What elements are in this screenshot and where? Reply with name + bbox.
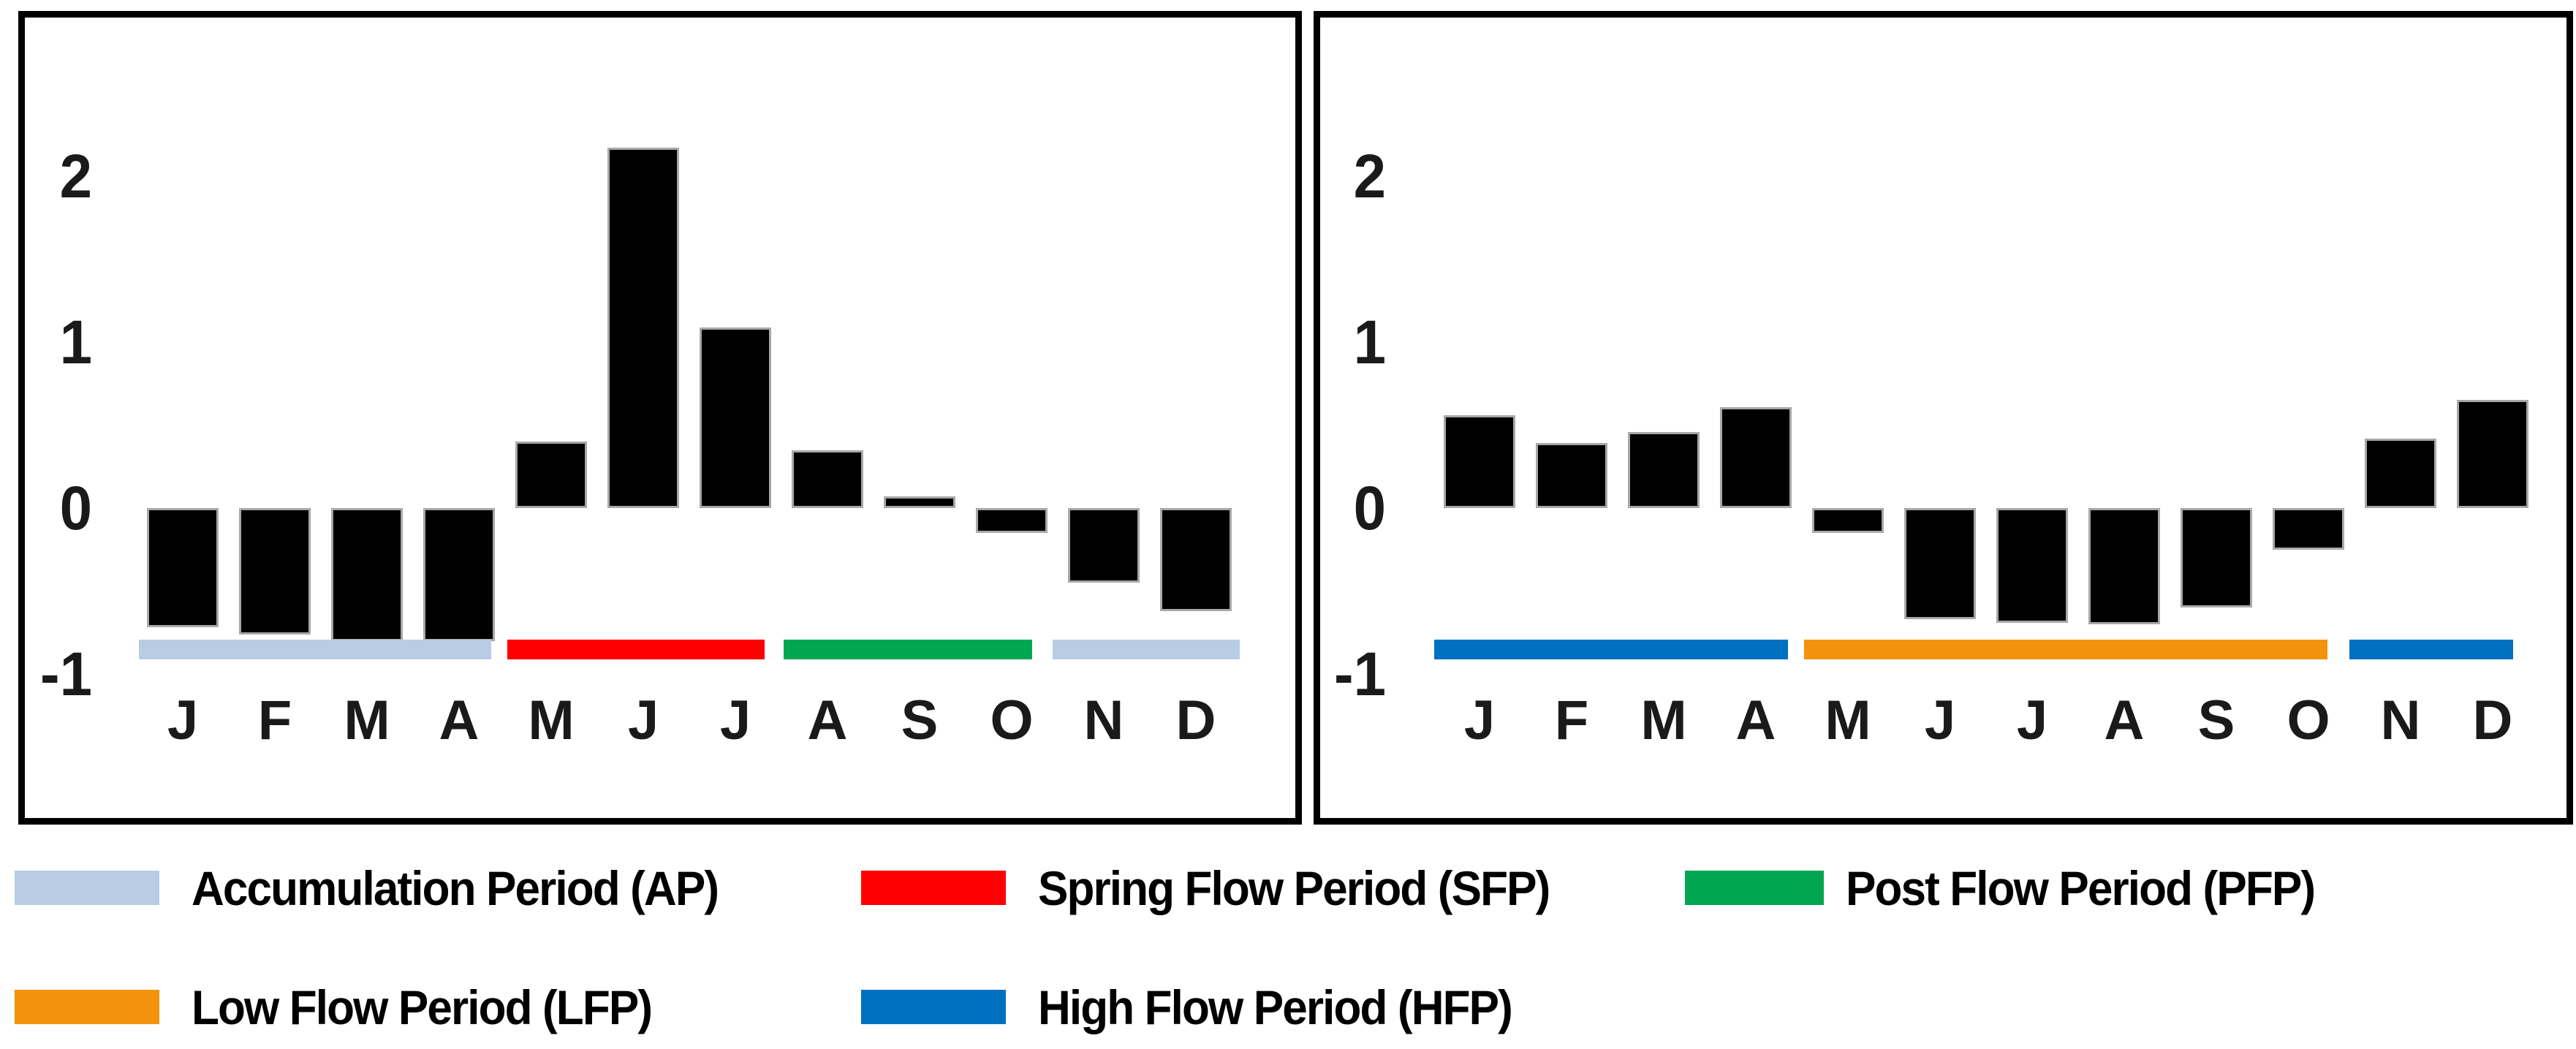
bar-right-J-1: [1444, 415, 1515, 508]
x-tick-label-right-J-7: J: [2016, 689, 2048, 751]
y-tick-label-right-2: 2: [1353, 142, 1386, 211]
y-tick-label-right-0: 0: [1353, 474, 1386, 542]
bar-left-M-5: [515, 442, 587, 508]
bar-right-D-12: [2457, 400, 2528, 508]
x-tick-label-right-N-11: N: [2380, 689, 2421, 751]
legend-label: Spring Flow Period (SFP): [1038, 861, 1550, 915]
spring-flow-period-swatch: [861, 871, 1006, 905]
x-tick-label-right-J-6: J: [1924, 689, 1956, 751]
y-tick-label-left--1: -1: [40, 640, 92, 708]
x-tick-label-right-A-4: A: [1735, 689, 1776, 751]
period-band-left-2: [784, 640, 1032, 659]
x-tick-label-left-M-3: M: [344, 689, 390, 751]
period-band-right-2: [2349, 640, 2513, 659]
accumulation-period-swatch: [15, 871, 159, 905]
bar-right-F-2: [1536, 443, 1607, 508]
legend-label: Low Flow Period (LFP): [192, 980, 653, 1034]
x-tick-label-right-S-9: S: [2197, 689, 2235, 751]
legend-label: Accumulation Period (AP): [192, 861, 719, 915]
x-tick-label-left-A-4: A: [439, 689, 480, 751]
bar-left-D-12: [1160, 508, 1232, 611]
x-tick-label-left-S-9: S: [901, 689, 939, 751]
x-tick-label-left-J-7: J: [719, 689, 751, 751]
bar-left-J-6: [607, 148, 679, 508]
legend-label: High Flow Period (HFP): [1038, 980, 1513, 1034]
period-band-left-0: [139, 640, 491, 659]
bar-left-F-2: [239, 508, 311, 635]
y-tick-label-right-1: 1: [1353, 308, 1386, 376]
y-tick-label-left-1: 1: [59, 308, 92, 376]
period-band-right-0: [1434, 640, 1788, 659]
x-tick-label-left-A-8: A: [807, 689, 848, 751]
x-tick-label-left-J-6: J: [627, 689, 659, 751]
bar-right-S-9: [2181, 508, 2252, 607]
x-tick-label-right-M-3: M: [1640, 689, 1687, 751]
bar-right-O-10: [2273, 508, 2344, 550]
bar-right-M-3: [1628, 432, 1700, 508]
bar-right-M-5: [1812, 508, 1884, 533]
bar-left-J-1: [147, 508, 219, 627]
y-tick-label-left-0: 0: [59, 474, 92, 542]
bar-left-N-11: [1068, 508, 1140, 583]
low-flow-period-swatch: [15, 990, 159, 1024]
y-tick-label-right--1: -1: [1334, 640, 1386, 708]
bar-left-S-9: [884, 496, 955, 508]
period-band-left-3: [1053, 640, 1240, 659]
bar-left-O-10: [976, 508, 1048, 533]
high-flow-period-swatch: [861, 990, 1006, 1024]
bar-left-M-3: [331, 508, 403, 641]
bar-left-A-4: [423, 508, 495, 641]
x-tick-label-left-J-1: J: [167, 689, 199, 751]
bar-right-A-4: [1720, 407, 1792, 508]
period-band-right-1: [1804, 640, 2327, 659]
chart-panel-right: [1314, 11, 2573, 825]
bar-right-J-7: [1996, 508, 2068, 623]
x-tick-label-right-D-12: D: [2472, 689, 2513, 751]
x-tick-label-left-N-11: N: [1083, 689, 1124, 751]
x-tick-label-right-O-10: O: [2287, 689, 2330, 751]
x-tick-label-left-O-10: O: [990, 689, 1034, 751]
x-tick-label-right-M-5: M: [1825, 689, 1871, 751]
x-tick-label-left-M-5: M: [528, 689, 575, 751]
y-tick-label-left-2: 2: [59, 142, 92, 211]
bar-right-A-8: [2088, 508, 2160, 624]
x-tick-label-right-A-8: A: [2104, 689, 2145, 751]
bar-left-J-7: [700, 327, 771, 508]
bar-left-A-8: [792, 450, 863, 508]
post-flow-period-swatch: [1685, 871, 1824, 905]
x-tick-label-right-J-1: J: [1463, 689, 1496, 751]
bar-right-N-11: [2365, 439, 2436, 508]
x-tick-label-left-D-12: D: [1175, 689, 1216, 751]
bar-right-J-6: [1904, 508, 1976, 619]
legend-label: Post Flow Period (PFP): [1846, 861, 2316, 915]
x-tick-label-left-F-2: F: [257, 689, 292, 751]
period-band-left-1: [507, 640, 765, 659]
x-tick-label-right-F-2: F: [1554, 689, 1589, 751]
